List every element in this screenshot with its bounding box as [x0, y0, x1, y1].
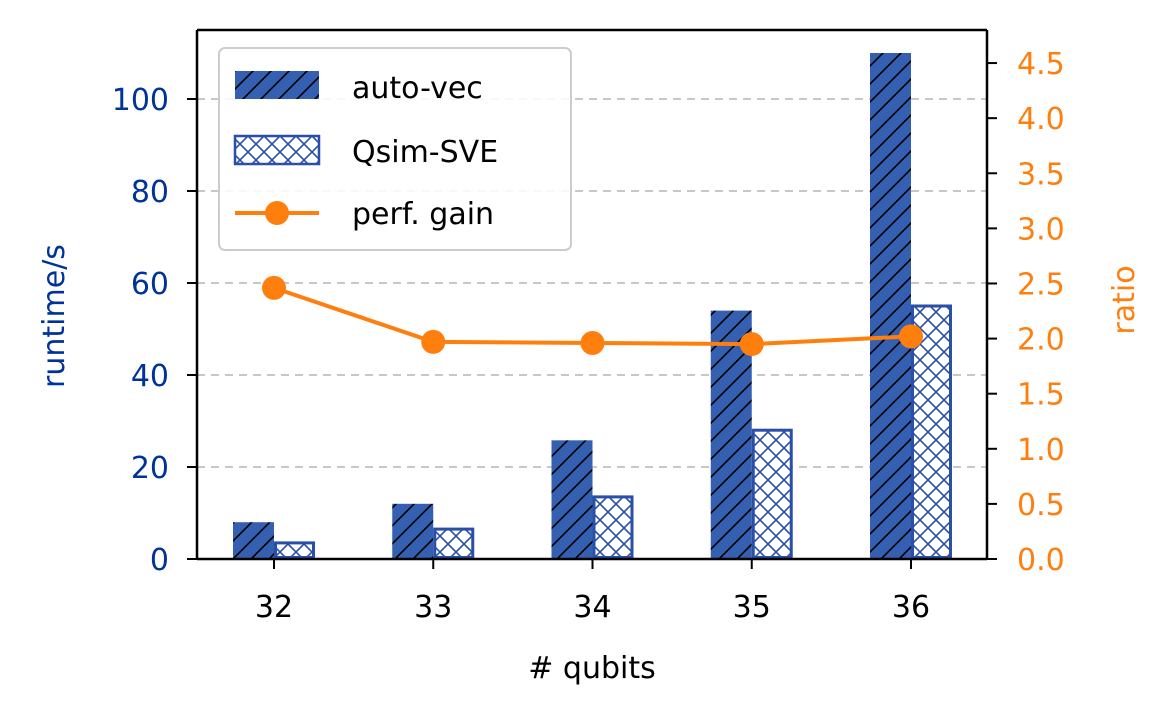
y2-tick-label-1.5: 1.5 [1017, 378, 1065, 413]
y-tick-label-80: 80 [131, 175, 169, 210]
y-tick-label-100: 100 [112, 83, 169, 118]
y2-tick-label-1.0: 1.0 [1017, 433, 1065, 468]
y2-tick-label-3.5: 3.5 [1017, 157, 1065, 192]
legend-label-auto-vec: auto-vec [352, 71, 483, 106]
bar-qsim-sve-33 [433, 527, 475, 559]
x-tick-label-36: 36 [892, 590, 930, 625]
x-tick-label-33: 33 [414, 590, 452, 625]
legend-swatch-auto-vec [235, 71, 319, 99]
bar-auto-vec-32 [233, 522, 274, 559]
x-tick-label-35: 35 [733, 590, 771, 625]
bar-auto-vec-33 [392, 503, 434, 559]
perf-gain-point-33 [421, 329, 446, 354]
legend-swatch-perf-gain-marker [265, 201, 289, 225]
perf-gain-line-layer [262, 275, 923, 357]
y-axis-label: runtime/s [37, 244, 72, 388]
bar-qsim-sve-34 [592, 495, 634, 559]
bar-auto-vec-34 [551, 440, 593, 559]
y2-tick-label-2.5: 2.5 [1017, 267, 1065, 302]
bars [233, 53, 952, 560]
legend: auto-vec Qsim-SVE perf. gain [218, 47, 572, 251]
y2-tick-label-3.0: 3.0 [1017, 212, 1065, 247]
x-tick-label-32: 32 [255, 590, 293, 625]
bar-qsim-sve-32 [274, 541, 315, 560]
bar-qsim-sve-35 [751, 428, 793, 560]
y2-tick-label-0.0: 0.0 [1017, 543, 1065, 578]
bar-qsim-sve-36 [911, 304, 952, 559]
x-tick-label-34: 34 [573, 590, 611, 625]
y-tick-label-40: 40 [131, 359, 169, 394]
legend-label-qsim-sve: Qsim-SVE [352, 135, 498, 170]
y2-tick-label-2.0: 2.0 [1017, 323, 1065, 358]
perf-gain-point-35 [739, 332, 764, 357]
y2-tick-label-0.5: 0.5 [1017, 488, 1065, 523]
y-tick-label-20: 20 [131, 451, 169, 486]
axes: 32 33 34 35 36 0 20 40 60 80 100 0.0 0.5 1.0 1.5 2.0 2.5… [112, 28, 1065, 625]
y2-tick-label-4.0: 4.0 [1017, 102, 1065, 137]
y2-tick-label-4.5: 4.5 [1017, 47, 1065, 82]
perf-gain-point-32 [262, 275, 286, 300]
perf-gain-point-34 [580, 330, 605, 355]
x-axis-label: # qubits [528, 651, 656, 686]
bar-auto-vec-36 [870, 53, 911, 559]
y-tick-label-60: 60 [131, 267, 169, 302]
perf-gain-point-36 [899, 324, 923, 349]
y-tick-label-0: 0 [150, 543, 169, 578]
legend-swatch-qsim-sve [233, 134, 321, 166]
y2-axis-label: ratio [1107, 265, 1142, 334]
legend-label-perf-gain: perf. gain [352, 197, 494, 232]
